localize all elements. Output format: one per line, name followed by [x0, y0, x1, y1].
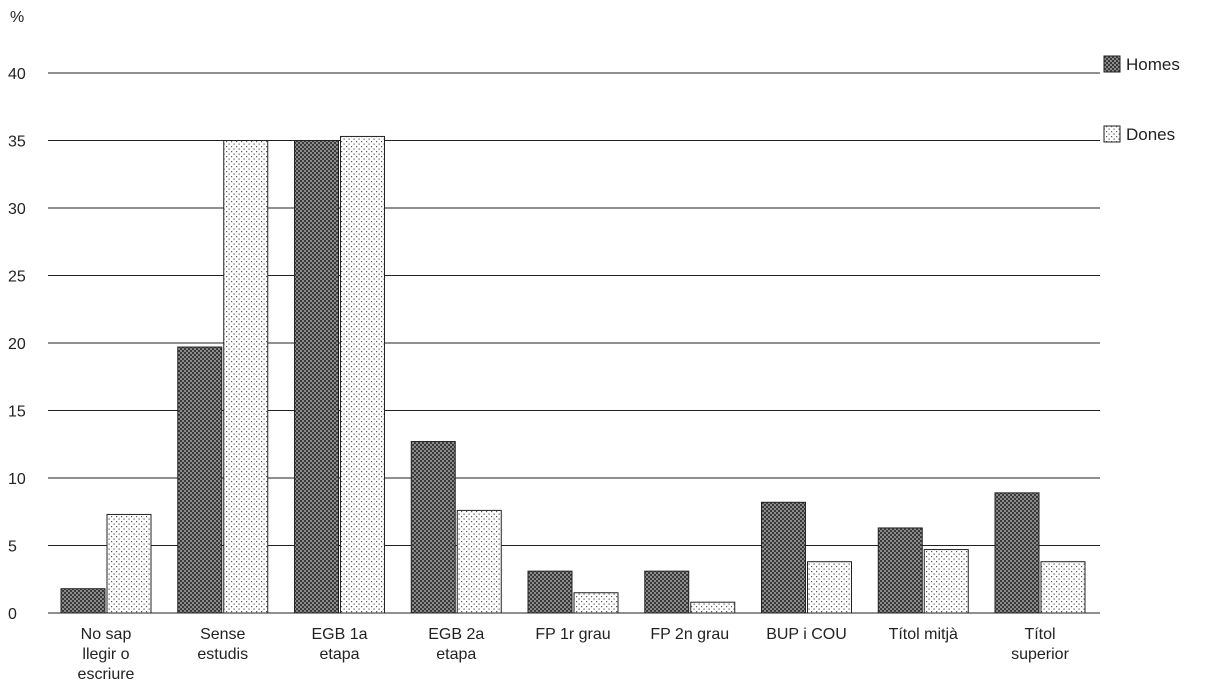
bar-homes: [995, 493, 1039, 613]
legend-swatch-dones: [1104, 126, 1120, 142]
y-axis-label: %: [10, 9, 24, 26]
x-tick-label: Sense: [200, 626, 245, 643]
y-tick-label: 35: [8, 134, 26, 151]
bar-dones: [341, 136, 385, 613]
bar-homes: [878, 528, 922, 613]
bar-dones: [1041, 562, 1085, 613]
bar-homes: [178, 347, 222, 613]
y-tick-labels: 0 5 10 15 20 25 30 35 40: [8, 66, 26, 623]
bar-dones: [924, 550, 968, 613]
bar-dones: [574, 593, 618, 613]
x-tick-label: Títol mitjà: [889, 626, 958, 643]
y-tick-label: 5: [8, 539, 17, 556]
x-tick-label: escriure: [78, 666, 135, 683]
y-tick-label: 0: [8, 606, 17, 623]
x-tick-labels: No sap llegir o escriure Sense estudis EGB 1a…: [78, 626, 1070, 683]
y-tick-label: 30: [8, 201, 26, 218]
y-tick-label: 20: [8, 336, 26, 353]
x-tick-label: FP 2n grau: [650, 626, 729, 643]
bar-homes: [762, 502, 806, 613]
y-tick-label: 25: [8, 269, 26, 286]
x-tick-label: BUP i COU: [766, 626, 847, 643]
bar-dones: [107, 514, 151, 613]
bar-homes: [645, 571, 689, 613]
legend-label: Dones: [1126, 125, 1175, 144]
x-tick-label: etapa: [436, 646, 476, 663]
bar-dones: [808, 562, 852, 613]
legend-swatch-homes: [1104, 56, 1120, 72]
x-tick-label: EGB 2a: [428, 626, 484, 643]
x-tick-label: EGB 1a: [311, 626, 367, 643]
y-tick-label: 15: [8, 404, 26, 421]
x-tick-label: etapa: [319, 646, 359, 663]
bar-homes: [528, 571, 572, 613]
x-tick-label: Títol: [1024, 626, 1055, 643]
y-tick-label: 10: [8, 471, 26, 488]
bar-homes: [295, 141, 339, 614]
bar-dones: [691, 602, 735, 613]
x-tick-label: superior: [1011, 646, 1069, 663]
x-tick-label: FP 1r grau: [535, 626, 610, 643]
legend-label: Homes: [1126, 55, 1180, 74]
x-tick-label: estudis: [197, 646, 248, 663]
x-tick-label: No sap: [81, 626, 132, 643]
y-tick-label: 40: [8, 66, 26, 83]
x-tick-label: llegir o: [82, 646, 129, 663]
bar-dones: [457, 510, 501, 613]
bar-homes: [61, 589, 105, 613]
bar-homes: [411, 442, 455, 613]
legend: Homes Dones: [1104, 55, 1180, 144]
bar-dones: [224, 141, 268, 614]
